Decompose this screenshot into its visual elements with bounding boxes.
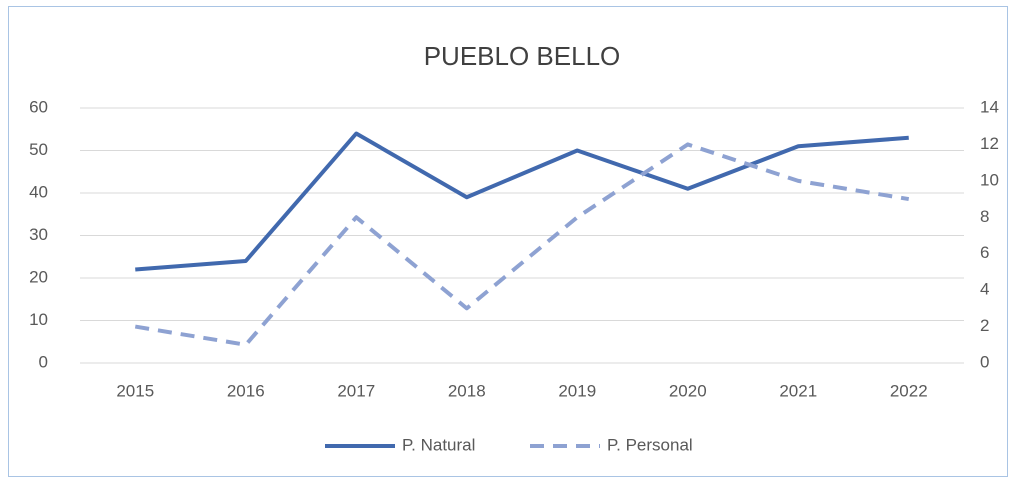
y2-tick-label: 12 <box>980 134 999 153</box>
chart-title: PUEBLO BELLO <box>424 41 621 71</box>
x-tick-label: 2016 <box>227 381 265 400</box>
y-tick-label: 20 <box>29 267 48 286</box>
x-tick-label: 2017 <box>337 381 375 400</box>
y2-tick-label: 4 <box>980 280 989 299</box>
y2-tick-label: 14 <box>980 97 999 116</box>
y2-tick-label: 8 <box>980 207 989 226</box>
y-tick-label: 60 <box>29 97 48 116</box>
y-tick-label: 40 <box>29 182 48 201</box>
chart-border <box>8 6 1008 477</box>
y2-tick-label: 10 <box>980 170 999 189</box>
legend-label: P. Personal <box>607 435 693 454</box>
x-tick-label: 2018 <box>448 381 486 400</box>
y-tick-label: 0 <box>39 352 48 371</box>
x-tick-label: 2020 <box>669 381 707 400</box>
y2-tick-label: 2 <box>980 316 989 335</box>
y-tick-label: 10 <box>29 310 48 329</box>
series-line <box>134 142 910 347</box>
legend-label: P. Natural <box>402 435 475 454</box>
x-tick-label: 2021 <box>779 381 817 400</box>
x-tick-label: 2015 <box>116 381 154 400</box>
y2-tick-label: 0 <box>980 352 989 371</box>
x-tick-label: 2019 <box>558 381 596 400</box>
y-tick-label: 30 <box>29 225 48 244</box>
series-line <box>135 131 909 272</box>
y-tick-label: 50 <box>29 140 48 159</box>
y2-tick-label: 6 <box>980 243 989 262</box>
x-tick-label: 2022 <box>890 381 928 400</box>
